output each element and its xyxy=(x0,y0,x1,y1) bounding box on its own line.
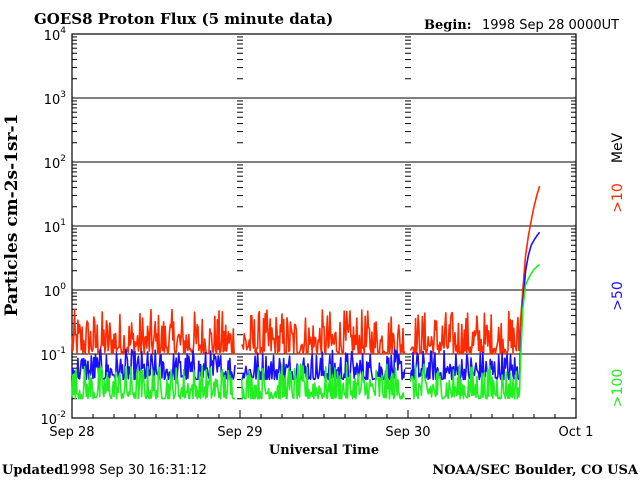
credit-text: NOAA/SEC Boulder, CO USA xyxy=(432,463,639,478)
series-line-gt10 xyxy=(71,185,541,355)
legend-item-gt100: >100 xyxy=(610,369,626,407)
y-tick-label: 10-1 xyxy=(40,346,66,364)
chart-title: GOES8 Proton Flux (5 minute data) xyxy=(34,10,333,28)
legend-item-gt50: >50 xyxy=(610,281,626,311)
series-layer xyxy=(71,185,541,400)
x-axis-label: Universal Time xyxy=(269,443,379,458)
y-tick-label: 101 xyxy=(44,218,66,236)
legend-unit-label: MeV xyxy=(610,132,626,163)
x-tick-label: Oct 1 xyxy=(559,425,594,440)
x-tick-label: Sep 29 xyxy=(217,425,262,440)
series-line-gt100 xyxy=(71,263,541,400)
x-tick-label: Sep 28 xyxy=(49,425,94,440)
y-axis-label: Particles cm-2s-1sr-1 xyxy=(2,114,22,317)
x-tick-label: Sep 30 xyxy=(385,425,430,440)
y-tick-label: 104 xyxy=(44,26,67,44)
y-tick-label: 102 xyxy=(44,154,66,172)
legend-item-gt10: >10 xyxy=(610,183,626,213)
legend: MeV >10 >50 >100 xyxy=(610,132,626,407)
x-axis-ticks: Sep 28 Sep 29 Sep 30 Oct 1 xyxy=(49,410,593,440)
y-tick-label: 103 xyxy=(44,90,66,108)
begin-label: Begin: xyxy=(424,18,472,33)
begin-value: 1998 Sep 28 0000UT xyxy=(482,18,619,33)
updated-label: Updated xyxy=(2,463,63,478)
y-tick-label: 100 xyxy=(44,282,67,300)
updated-value: 1998 Sep 30 16:31:12 xyxy=(62,463,207,478)
y-tick-label: 10-2 xyxy=(40,410,66,428)
